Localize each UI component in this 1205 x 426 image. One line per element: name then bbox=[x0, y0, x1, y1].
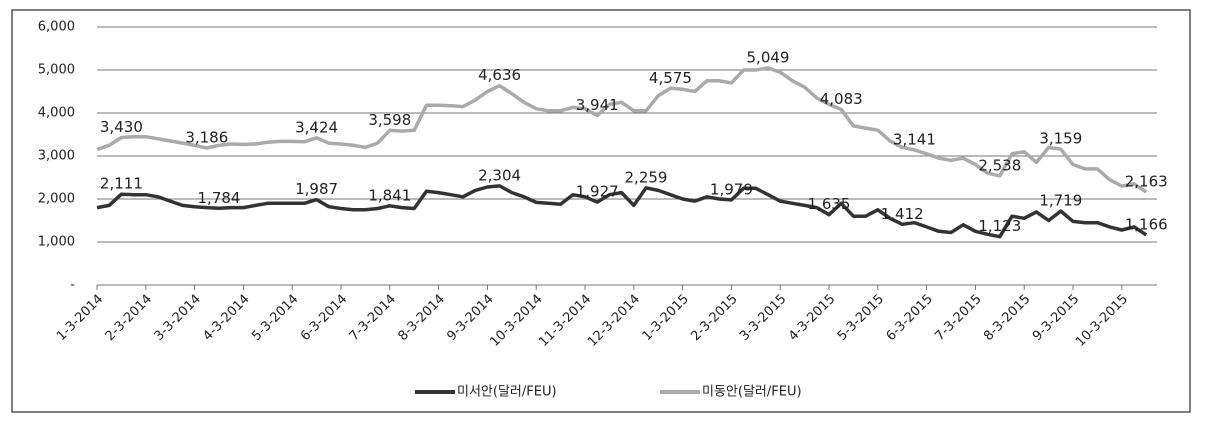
x-tick-label: 1-3-2014 bbox=[54, 292, 106, 344]
data-label: 1,719 bbox=[1039, 192, 1082, 210]
x-tick-label: 9-3-2014 bbox=[444, 292, 496, 344]
y-tick-label: - bbox=[70, 278, 75, 293]
data-label: 2,111 bbox=[100, 175, 143, 193]
x-tick-label: 3-3-2014 bbox=[152, 292, 204, 344]
data-label: 3,424 bbox=[295, 118, 338, 136]
y-tick-label: 5,000 bbox=[38, 63, 75, 78]
data-label: 1,927 bbox=[576, 183, 619, 201]
y-tick-label: 3,000 bbox=[38, 149, 75, 164]
x-tick-label: 1-3-2015 bbox=[640, 292, 692, 344]
x-tick-label: 4-3-2015 bbox=[786, 292, 838, 344]
data-label: 1,979 bbox=[710, 180, 753, 198]
x-tick-label: 9-3-2015 bbox=[1030, 292, 1082, 344]
x-tick-label: 5-3-2015 bbox=[835, 292, 887, 344]
y-tick-label: 6,000 bbox=[38, 20, 75, 35]
data-label: 2,304 bbox=[478, 166, 521, 184]
data-label: 5,049 bbox=[747, 48, 790, 66]
x-tick-label: 2-3-2014 bbox=[103, 292, 155, 344]
data-label: 3,159 bbox=[1039, 130, 1082, 148]
data-label: 1,412 bbox=[881, 205, 924, 223]
y-tick-label: 4,000 bbox=[38, 106, 75, 121]
x-tick-label: 7-3-2015 bbox=[932, 292, 984, 344]
data-label: 4,083 bbox=[820, 90, 863, 108]
y-tick-label: 2,000 bbox=[38, 192, 75, 207]
data-label: 3,141 bbox=[893, 130, 936, 148]
legend-label: 미서안(달러/FEU) bbox=[457, 385, 557, 400]
x-tick-label: 3-3-2015 bbox=[737, 292, 789, 344]
x-tick-label: 4-3-2014 bbox=[200, 292, 252, 344]
x-tick-label: 12-3-2014 bbox=[585, 292, 643, 350]
x-tick-label: 10-3-2015 bbox=[1073, 292, 1131, 350]
data-label: 1,123 bbox=[978, 217, 1021, 235]
data-label: 3,598 bbox=[368, 111, 411, 129]
x-tick-label: 8-3-2014 bbox=[396, 292, 448, 344]
series-line bbox=[96, 184, 1148, 239]
x-tick-label: 2-3-2015 bbox=[688, 292, 740, 344]
data-label: 3,430 bbox=[100, 118, 143, 136]
data-label: 1,166 bbox=[1125, 215, 1168, 233]
y-tick-label: 1,000 bbox=[38, 235, 75, 250]
data-label: 3,941 bbox=[576, 96, 619, 114]
x-tick-label: 5-3-2014 bbox=[249, 292, 301, 344]
data-label: 1,635 bbox=[808, 195, 851, 213]
data-label: 1,987 bbox=[295, 180, 338, 198]
chart-frame bbox=[11, 9, 1191, 413]
x-tick-label: 6-3-2015 bbox=[884, 292, 936, 344]
x-tick-label: 6-3-2014 bbox=[298, 292, 350, 344]
x-tick-label: 7-3-2014 bbox=[347, 292, 399, 344]
data-label: 2,259 bbox=[625, 168, 668, 186]
data-label: 4,575 bbox=[649, 69, 692, 87]
data-label: 3,186 bbox=[185, 129, 228, 147]
data-label: 4,636 bbox=[478, 66, 521, 84]
data-label: 1,784 bbox=[198, 189, 241, 207]
x-tick-label: 8-3-2015 bbox=[981, 292, 1033, 344]
data-label: 2,163 bbox=[1125, 172, 1168, 190]
data-label: 2,538 bbox=[978, 156, 1021, 174]
data-label: 1,841 bbox=[368, 186, 411, 204]
legend-label: 미동안(달러/FEU) bbox=[702, 385, 802, 400]
series-line bbox=[96, 66, 1148, 194]
